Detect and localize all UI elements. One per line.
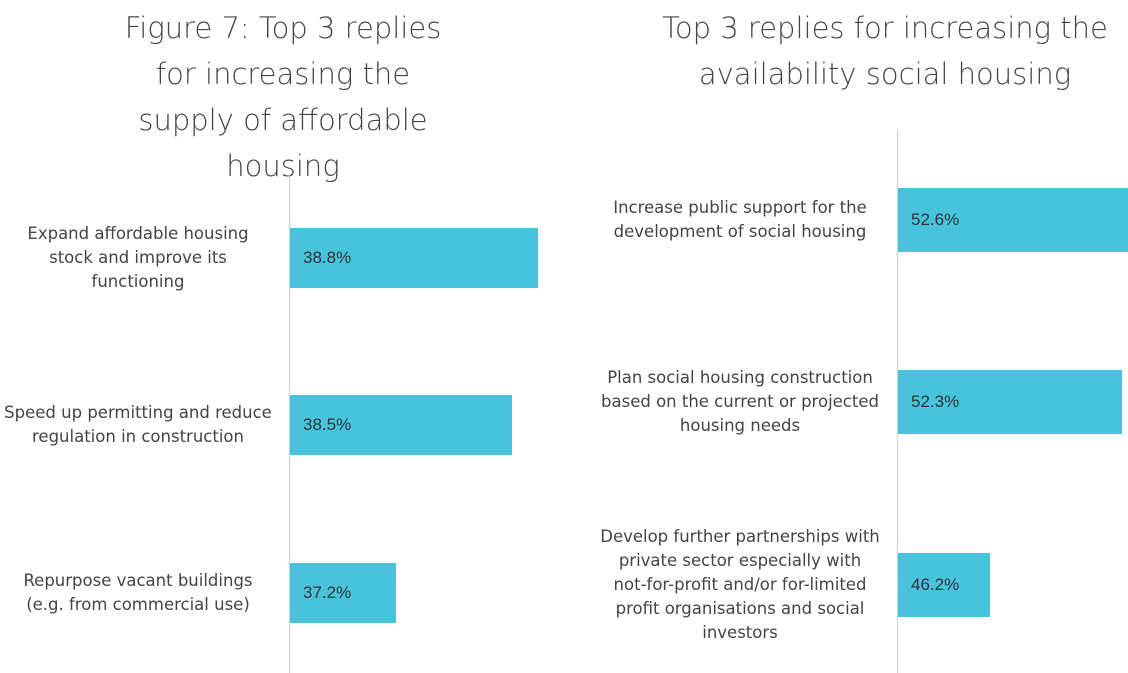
category-label: Expand affordable housing stock and impr… (27, 224, 249, 291)
data-label: 52.6% (911, 210, 960, 229)
category-label: Speed up permitting and reduce regulatio… (4, 403, 272, 446)
data-label: 46.2% (911, 575, 960, 594)
data-label: 38.8% (303, 248, 352, 267)
category-axis (289, 175, 290, 673)
category-label: Repurpose vacant buildings (e.g. from co… (23, 571, 253, 614)
data-label: 38.5% (303, 415, 352, 434)
category-axis (897, 130, 898, 673)
bar (290, 563, 397, 623)
data-label: 52.3% (911, 392, 960, 411)
bar (290, 228, 539, 288)
category-label: Develop further partnerships with privat… (600, 527, 880, 642)
category-label: Plan social housing construction based o… (601, 368, 879, 435)
bar (898, 553, 990, 617)
bar (898, 370, 1123, 434)
data-label: 37.2% (303, 583, 352, 602)
bar (290, 395, 512, 455)
category-label: Increase public support for the developm… (613, 198, 867, 241)
chart-title: Top 3 replies for increasing the availab… (662, 11, 1108, 91)
bar (898, 188, 1128, 252)
chart-title: Figure 7: Top 3 replies for increasing t… (124, 11, 442, 183)
